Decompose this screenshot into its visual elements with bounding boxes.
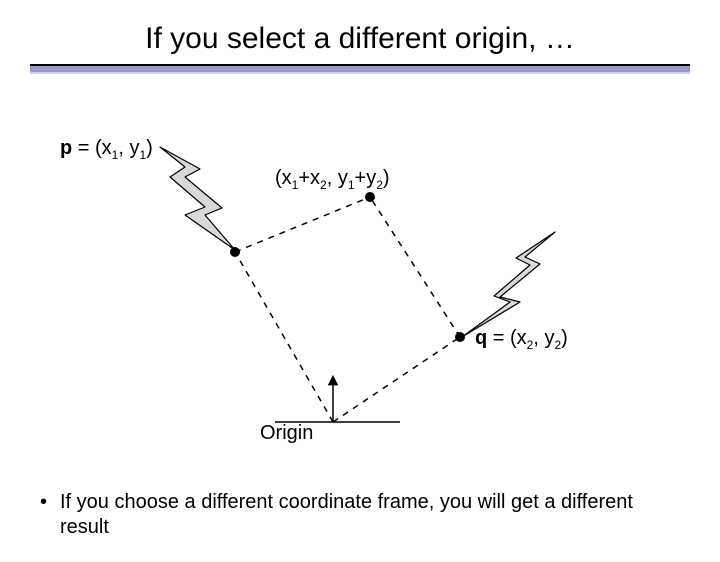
diagram-canvas (0, 22, 720, 562)
origin-axes (275, 377, 400, 422)
label-sum: (x1+x2, y1+y2) (275, 167, 390, 192)
bullet-note: If you choose a different coordinate fra… (60, 490, 680, 540)
label-p-bold: p (60, 137, 72, 159)
label-q: q = (x2, y2) (475, 327, 568, 352)
label-p: p = (x1, y1) (60, 137, 153, 162)
label-q-bold: q (475, 327, 487, 349)
point-dots (230, 192, 465, 342)
label-origin: Origin (260, 422, 313, 445)
parallelogram-edges (235, 197, 460, 422)
